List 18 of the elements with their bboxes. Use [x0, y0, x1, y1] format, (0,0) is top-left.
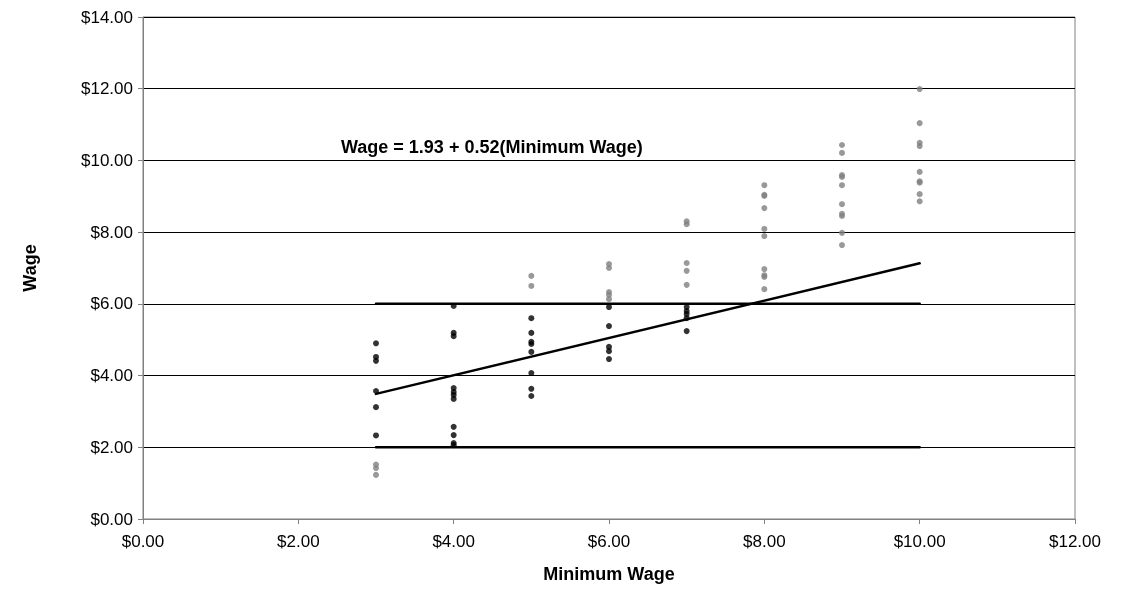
y-tick-label: $2.00: [90, 437, 133, 457]
x-tick-label: $10.00: [893, 532, 946, 551]
x-tick-label: $4.00: [432, 532, 475, 551]
y-tick-label: $14.00: [81, 7, 133, 27]
y-tick-label: $10.00: [81, 150, 133, 170]
x-tick-label: $12.00: [1049, 532, 1101, 551]
y-tick-label: $8.00: [90, 222, 133, 242]
x-tick-label: $2.00: [277, 532, 320, 551]
y-tick-label: $12.00: [81, 79, 133, 99]
x-tick-label: $8.00: [743, 532, 786, 551]
y-tick-label: $6.00: [90, 294, 133, 314]
x-tick-label: $0.00: [121, 532, 165, 551]
x-tick-label: $6.00: [587, 532, 631, 551]
x-axis-title: Minimum Wage: [543, 564, 675, 584]
annotation: Wage = 1.93 + 0.52(Minimum Wage): [341, 137, 643, 157]
y-tick-label: $4.00: [90, 366, 133, 386]
y-axis-title: Wage: [20, 244, 40, 292]
y-tick-label: $0.00: [90, 509, 133, 529]
